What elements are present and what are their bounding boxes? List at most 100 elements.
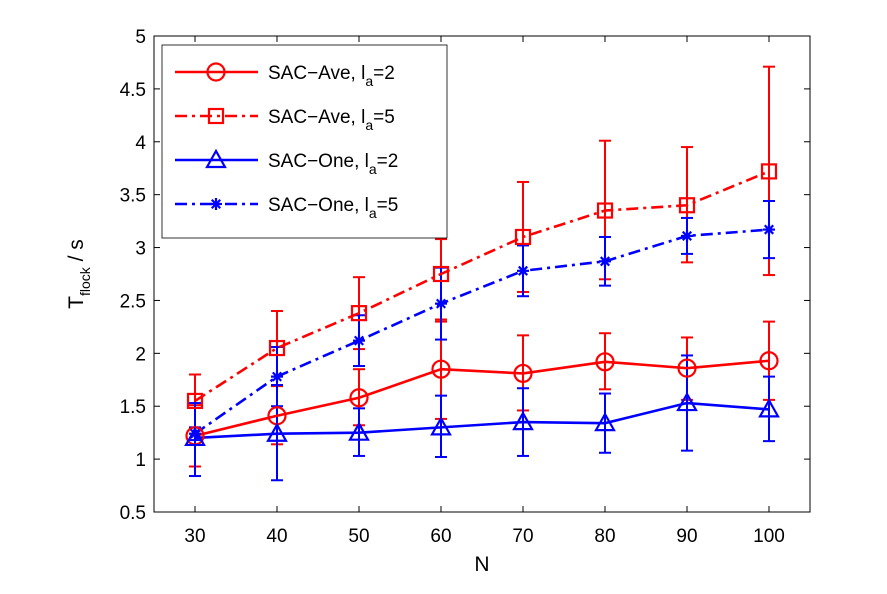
- series-4-point: [353, 334, 365, 347]
- y-tick-label: 1: [135, 450, 146, 471]
- triangle-marker: [594, 411, 616, 432]
- legend-label-main: SAC−Ave, l: [268, 107, 365, 128]
- triangle-marker: [205, 148, 227, 169]
- series-1-point: [759, 351, 779, 371]
- legend-marker-4: [210, 198, 222, 210]
- y-tick-label: 2.5: [120, 291, 146, 312]
- legend-label-2: SAC−Ave, la=5: [268, 107, 395, 133]
- circle-marker: [206, 62, 226, 82]
- series-3-point: [594, 411, 616, 432]
- circle-marker: [431, 359, 451, 379]
- series-2-point: [514, 228, 532, 246]
- asterisk-stroke: [763, 224, 775, 235]
- legend-label-main: SAC−One, l: [268, 151, 369, 172]
- y-axis-label: Tflock / s: [65, 239, 93, 309]
- series-1-point: [431, 359, 451, 379]
- circle-marker: [677, 358, 697, 378]
- series-3-point: [348, 421, 370, 441]
- series-1-point: [349, 388, 369, 408]
- y-tick-label: 4: [135, 133, 146, 154]
- series-1-line: [194, 359, 770, 438]
- y-tick-label: 3: [135, 239, 146, 260]
- legend-label-suffix: =5: [377, 195, 399, 216]
- legend-label-main: SAC−One, l: [268, 195, 369, 216]
- series-3-point: [512, 410, 534, 431]
- legend-label-sub: a: [365, 117, 373, 133]
- x-tick-label: 90: [676, 526, 697, 547]
- square-marker: [268, 339, 286, 357]
- markers: [184, 163, 780, 447]
- series-4-point: [681, 229, 693, 242]
- square-marker: [596, 202, 614, 219]
- series-3-point: [676, 391, 698, 412]
- series-4-point: [435, 297, 447, 310]
- legend-label-3: SAC−One, la=2: [268, 151, 398, 177]
- triangle-marker: [430, 416, 452, 436]
- y-axis-label-suffix: / s: [65, 239, 88, 267]
- asterisk-stroke: [435, 298, 447, 309]
- series-2-point: [268, 339, 286, 357]
- square-marker: [207, 107, 225, 125]
- legend-label-sub: a: [365, 73, 373, 89]
- legend-label-suffix: =5: [373, 107, 395, 128]
- circle-marker: [759, 351, 779, 371]
- triangle-marker: [758, 398, 780, 418]
- legend-label-suffix: =2: [377, 151, 399, 172]
- circle-marker: [513, 363, 533, 384]
- x-tick-label: 30: [184, 526, 205, 547]
- legend-label-1: SAC−Ave, la=2: [268, 63, 395, 89]
- x-tick-label: 80: [594, 526, 615, 547]
- y-tick-label: 2: [135, 344, 146, 365]
- series-1-point: [595, 352, 615, 372]
- x-tick-label: 50: [348, 526, 369, 547]
- series-4-point: [763, 223, 775, 236]
- plot-frame: [153, 35, 811, 513]
- series-2-point: [186, 392, 204, 410]
- y-tick-label: 3.5: [120, 186, 146, 207]
- series-4-point: [517, 264, 529, 277]
- series-1-point: [513, 363, 533, 384]
- x-tick-label: 40: [266, 526, 287, 547]
- triangle-marker: [266, 422, 288, 442]
- y-tick-label: 1.5: [120, 397, 146, 418]
- series-2-point: [432, 265, 450, 283]
- legend-label-main: SAC−Ave, l: [268, 63, 365, 84]
- series-2-point: [760, 163, 778, 180]
- legend-label-sub: a: [369, 161, 377, 177]
- y-tick-label: 4.5: [120, 80, 146, 101]
- series-2-point: [678, 197, 696, 214]
- triangle-marker: [676, 391, 698, 412]
- triangle-marker: [348, 421, 370, 441]
- y-tick-label: 5: [135, 27, 146, 48]
- tick-labels: 30 40 50 60 70 80 90 100 0.5 1 1.5 2 2.5 3 3.5 4 4.5 5: [120, 27, 785, 547]
- square-marker: [760, 163, 778, 180]
- legend-marker-1: [206, 62, 226, 82]
- y-axis-label-sub: flock: [77, 266, 93, 296]
- series-3-point: [758, 398, 780, 418]
- x-tick-label: 70: [512, 526, 533, 547]
- square-marker: [186, 392, 204, 410]
- series-4-point: [271, 370, 283, 383]
- series-1-point: [677, 358, 697, 378]
- asterisk-stroke: [189, 428, 201, 439]
- x-tick-label: 100: [753, 526, 785, 547]
- series-4-point: [599, 255, 611, 268]
- series-3-point: [266, 422, 288, 442]
- square-marker: [350, 305, 368, 322]
- y-tick-label: 0.5: [120, 503, 146, 524]
- axis-ticks: [154, 35, 810, 513]
- series-2-point: [596, 202, 614, 219]
- legend-label-4: SAC−One, la=5: [268, 195, 398, 221]
- series-2-point: [350, 305, 368, 322]
- series-3-point: [430, 416, 452, 436]
- asterisk-stroke: [271, 371, 283, 382]
- series-3-line: [194, 401, 770, 440]
- series-lines: [194, 170, 770, 440]
- circle-marker: [349, 388, 369, 408]
- circle-marker: [595, 352, 615, 372]
- asterisk-stroke: [353, 335, 365, 346]
- asterisk-stroke: [517, 265, 529, 276]
- square-marker: [678, 197, 696, 214]
